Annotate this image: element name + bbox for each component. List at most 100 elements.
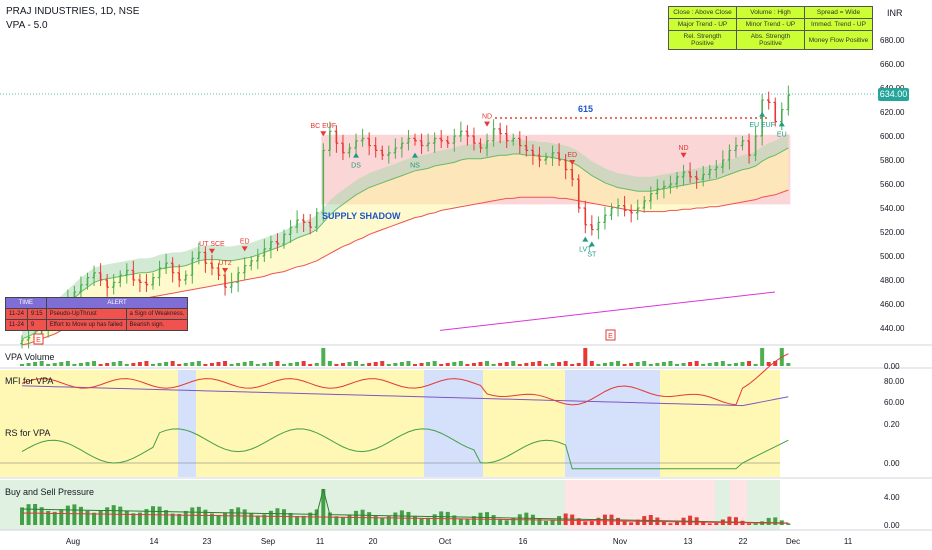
candle-body: [73, 292, 76, 300]
volume-bar: [635, 362, 640, 366]
currency-label[interactable]: INR: [887, 8, 903, 18]
volume-bar: [209, 363, 214, 366]
indicator-title[interactable]: VPA - 5.0: [6, 20, 48, 31]
alert-header-alert: ALERT: [45, 297, 189, 309]
volume-bar: [688, 362, 693, 366]
long-ma-line: [439, 291, 776, 331]
pressure-bar: [52, 511, 57, 525]
pane-title-volume[interactable]: VPA Volume: [5, 352, 55, 362]
volume-bar: [288, 363, 293, 366]
pressure-bar: [223, 512, 228, 525]
pane-title-mfi[interactable]: MFI for VPA: [5, 376, 54, 386]
volume-bar: [92, 361, 97, 366]
volume-bar: [471, 363, 476, 366]
volume-bar: [183, 363, 188, 366]
signal-marker: [208, 248, 215, 254]
candle-body: [198, 252, 200, 259]
candle-body: [466, 131, 469, 136]
time-tick-label: Sep: [261, 537, 276, 546]
volume-bar: [537, 361, 542, 366]
price-tick-label: 480.00: [880, 276, 905, 285]
pressure-bar: [26, 504, 31, 525]
pressure-bar: [419, 518, 424, 525]
pane-tick-label: 0.00: [884, 459, 900, 468]
alert-time: 9: [26, 319, 47, 331]
volume-bar: [327, 361, 332, 366]
candle-body: [604, 215, 606, 223]
signal-marker: [569, 160, 576, 165]
volume-bar: [419, 363, 424, 366]
pressure-bar: [33, 504, 38, 525]
time-tick-label: 22: [739, 537, 748, 546]
candle-body: [289, 227, 292, 235]
candle-body: [545, 157, 547, 160]
candle-body: [296, 220, 298, 228]
volume-bar: [367, 363, 372, 366]
pressure-bar: [105, 507, 110, 525]
volume-bar: [583, 348, 588, 366]
candle-body: [237, 272, 239, 283]
rs-line: [21, 428, 789, 470]
candle-body: [623, 205, 626, 211]
pressure-bar: [583, 521, 588, 525]
pressure-bar: [72, 504, 77, 525]
candle-body: [283, 234, 285, 244]
volume-bar: [642, 361, 647, 366]
pressure-bar: [249, 513, 254, 525]
volume-bar: [196, 361, 201, 366]
candle-body: [748, 140, 750, 156]
volume-bar: [413, 364, 417, 366]
time-tick-label: 14: [150, 537, 159, 546]
volume-bar: [118, 361, 123, 366]
signal-marker: [412, 152, 418, 158]
alert-table: TIME ALERT 11-24 9:15 Pseudo-UpThrust a Sign…: [5, 297, 189, 331]
info-cell: Immed. Trend - UP: [804, 18, 873, 31]
pane-tick-label: 0.20: [884, 420, 900, 429]
pane-tick-label: 0.00: [884, 521, 900, 530]
symbol-title[interactable]: PRAJ INDUSTRIES, 1D, NSE: [6, 6, 140, 17]
time-tick-label: Aug: [66, 537, 80, 546]
price-tick-label: 600.00: [880, 132, 905, 141]
candle-body: [322, 150, 325, 213]
candle-body: [636, 208, 639, 213]
info-cell: Minor Trend - UP: [736, 18, 805, 31]
volume-bar: [524, 363, 529, 366]
signal-marker: [353, 152, 360, 158]
pressure-bar: [550, 519, 555, 525]
candle-body: [158, 268, 161, 278]
volume-bar: [530, 362, 535, 366]
info-cell: Volume : High: [736, 6, 805, 19]
earnings-badge: [33, 333, 44, 345]
candle-body: [656, 188, 659, 194]
candle-body: [276, 241, 279, 244]
candle-body: [446, 140, 449, 144]
volume-bar: [334, 364, 339, 366]
volume-bar: [544, 364, 548, 366]
signal-label: ND: [482, 114, 492, 121]
volume-bar: [59, 362, 64, 366]
candle-body: [787, 95, 790, 110]
pressure-bar: [92, 512, 97, 525]
signal-label: UT2: [218, 260, 231, 267]
pane-title-rs[interactable]: RS for VPA: [5, 428, 51, 438]
candle-body: [682, 172, 685, 177]
candle-body: [230, 282, 233, 288]
pressure-bar: [733, 517, 738, 525]
volume-bar: [681, 363, 686, 366]
price-tick-label: 660.00: [880, 60, 905, 69]
time-tick-label: 20: [369, 537, 378, 546]
pressure-bar: [485, 512, 490, 525]
price-tick-label: 580.00: [880, 156, 905, 165]
volume-bar: [432, 361, 437, 366]
pane-title-bsp[interactable]: Buy and Sell Pressure: [5, 487, 95, 497]
pressure-bar: [255, 515, 260, 525]
candle-body: [577, 179, 580, 208]
pressure-bar: [242, 509, 247, 525]
volume-bar: [340, 363, 345, 366]
pressure-bar: [373, 516, 378, 525]
volume-bar: [98, 364, 103, 366]
pressure-bar: [576, 518, 581, 525]
candle-body: [722, 160, 724, 168]
pressure-bar: [629, 522, 634, 525]
